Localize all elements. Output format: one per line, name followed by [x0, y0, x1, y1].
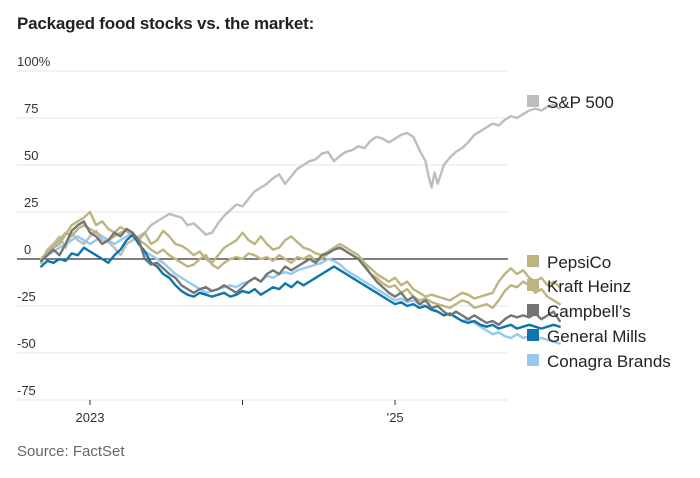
y-tick-label: -50	[17, 336, 36, 351]
y-tick-label: 100%	[17, 54, 51, 69]
series-line-conagra-brands	[40, 231, 561, 345]
series-lines	[40, 103, 561, 345]
x-axis: 2023 ’25	[76, 400, 404, 425]
y-tick-label: 0	[24, 242, 31, 257]
legend-label: PepsiCo	[547, 253, 611, 272]
legend-swatch	[527, 95, 539, 107]
source-note: Source: FactSet	[17, 443, 125, 460]
y-tick-label: 75	[24, 101, 38, 116]
y-tick-label: -25	[17, 289, 36, 304]
series-line-campbell-s	[40, 220, 561, 326]
legend-swatch	[527, 279, 539, 291]
y-tick-label: -75	[17, 383, 36, 398]
legend: S&P 500 PepsiCo Kraft Heinz Campbell’s Gener…	[527, 93, 671, 371]
legend-swatch	[527, 329, 539, 341]
legend-swatch	[527, 255, 539, 267]
x-tick-label: 2023	[76, 410, 105, 425]
x-tick-label: ’25	[386, 410, 403, 425]
legend-swatch	[527, 354, 539, 366]
y-axis-ticks: 100% 75 50 25 0 -25 -50 -75	[17, 54, 51, 398]
legend-label: Conagra Brands	[547, 352, 671, 371]
legend-swatch	[527, 304, 539, 316]
y-tick-label: 25	[24, 195, 38, 210]
legend-label: Campbell’s	[547, 302, 631, 321]
series-line-s-p-500	[40, 103, 561, 264]
legend-label: Kraft Heinz	[547, 277, 631, 296]
y-tick-label: 50	[24, 148, 38, 163]
series-line-general-mills	[40, 233, 561, 330]
chart-title: Packaged food stocks vs. the market:	[17, 14, 315, 33]
series-line-kraft-heinz	[40, 210, 561, 302]
legend-label: General Mills	[547, 327, 646, 346]
legend-label: S&P 500	[547, 93, 614, 112]
